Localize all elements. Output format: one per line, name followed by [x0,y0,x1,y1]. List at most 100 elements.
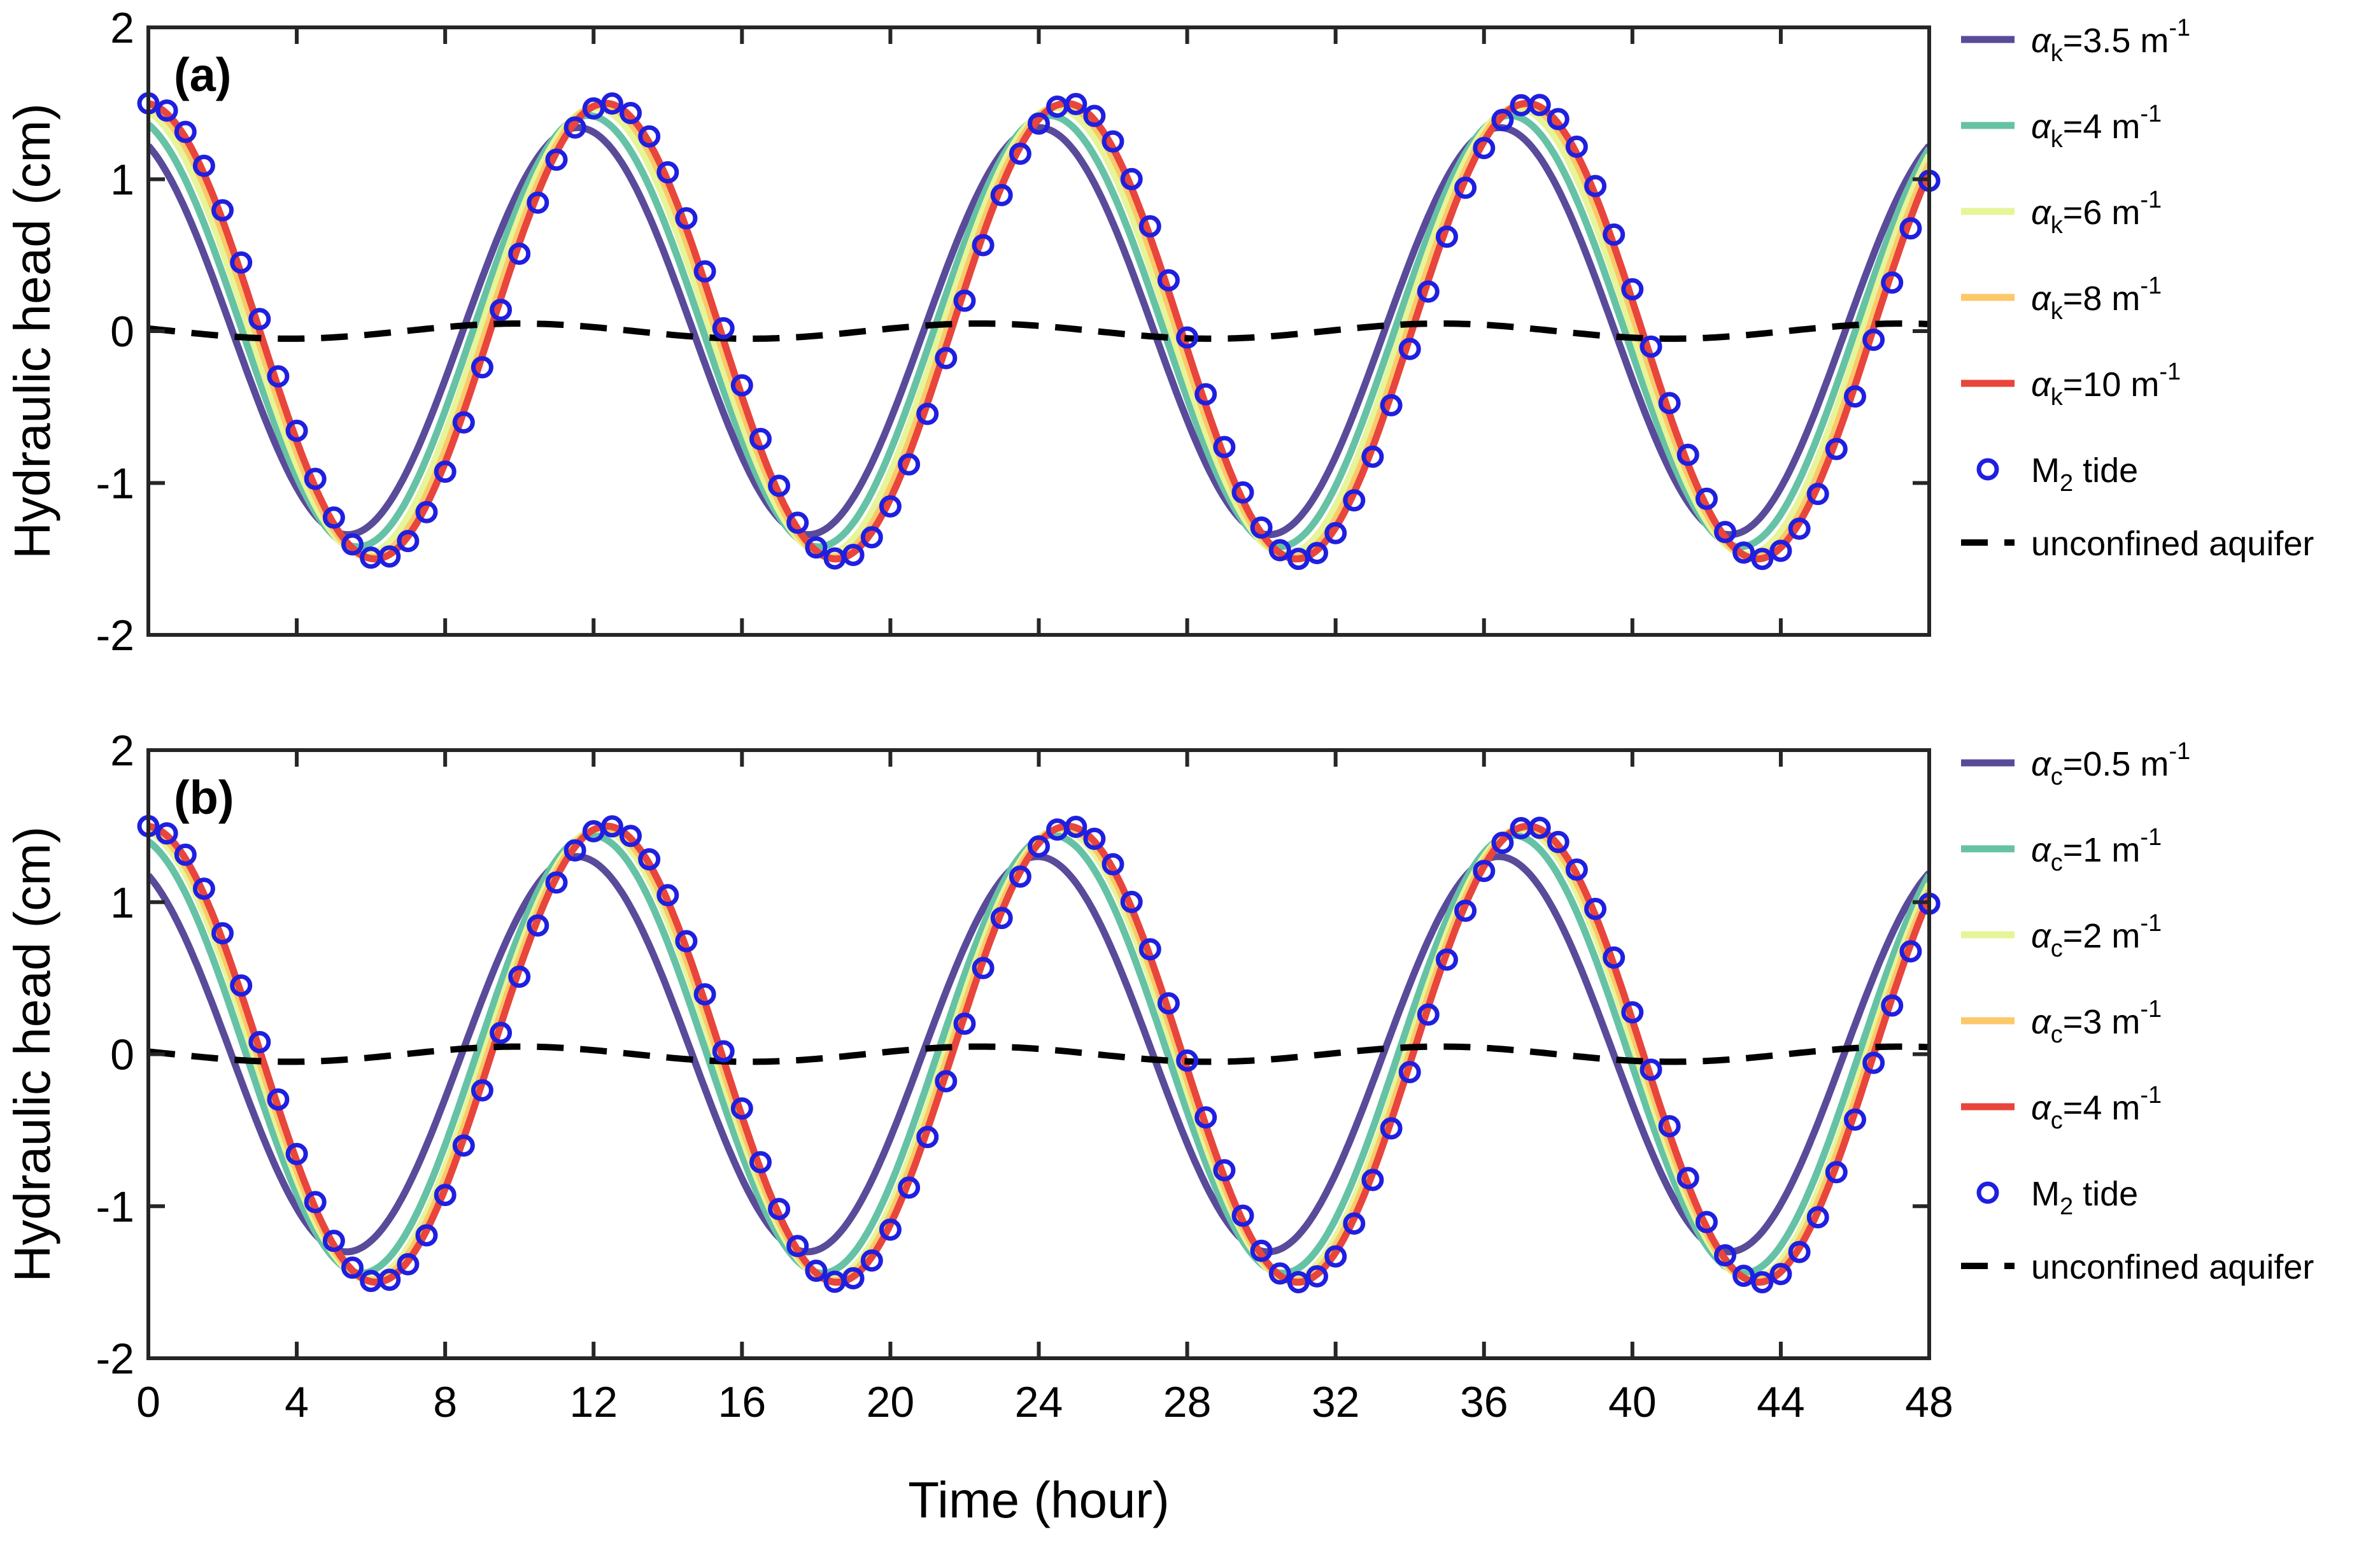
legend-label-unconfined-aquifer: unconfined aquifer [2031,1248,2314,1286]
m2-tide-marker [508,965,531,988]
y-tick-label: -1 [96,460,134,508]
x-tick-label: 12 [569,1378,618,1426]
m2-tide-marker [304,1191,327,1214]
m2-tide-marker [248,308,271,330]
m2-tide-marker [972,956,995,979]
m2-tide-marker [1250,1239,1273,1262]
m2-tide-marker [600,92,623,115]
m2-tide-marker [1899,940,1922,963]
m2-tide-marker [712,1040,735,1063]
m2-tide-marker [155,99,178,122]
m2-tide-marker [434,460,457,483]
m2-tide-marker [768,1198,791,1221]
unconfined-aquifer-line [148,320,1929,342]
m2-tide-marker [397,1253,420,1275]
m2-tide-marker [1491,108,1514,131]
m2-tide-marker [1640,1058,1662,1081]
legend-label-3: αc=2 m-1 [2031,910,2162,962]
m2-tide-marker [1398,1061,1421,1084]
m2-tide-marker [1584,174,1607,197]
m2-tide-marker [1361,445,1384,468]
m2-tide-marker [898,1176,921,1199]
m2-tide-marker [1695,487,1718,510]
m2-tide-marker [192,154,215,177]
m2-tide-marker [1603,946,1626,969]
m2-tide-marker [1213,1159,1236,1182]
legend-label-4: αk=8 m-1 [2031,273,2162,325]
m2-tide-marker [1806,1206,1829,1229]
m2-tide-marker [916,402,939,425]
legend: αc=0.5 m-1 αc=1 m-1 αc=2 m-1 αc=3 m-1 αc=4 m… [1961,738,2314,1286]
y-axis-title: Hydraulic head (cm) [4,103,60,559]
m2-tide-marker [638,125,661,148]
m2-tide-marker [1862,329,1885,352]
y-tick-label: 1 [110,879,134,927]
m2-tide-marker [1695,1211,1718,1233]
m2-tide-marker [1324,1245,1347,1268]
m2-tide-marker [434,1184,457,1207]
x-tick-label: 4 [285,1378,309,1426]
m2-tide-marker [1491,832,1514,854]
legend: αk=3.5 m-1 αk=4 m-1 αk=6 m-1 αk=8 m-1 αk=10 … [1961,15,2314,563]
m2-tide-marker [1287,1271,1310,1293]
m2-tide-marker [1603,223,1626,246]
m2-tide-marker [1268,539,1291,562]
m2-tide-marker [693,260,716,283]
y-tick-label: -2 [96,611,134,660]
plot-area [148,99,1929,563]
m2-tide-marker [1751,548,1774,571]
m2-tide-marker [842,1267,865,1289]
m2-tide-marker [1194,383,1217,406]
m2-tide-marker [267,365,290,388]
m2-tide-marker [1621,278,1644,301]
m2-tide-marker [1083,104,1106,127]
legend-swatch-m2-tide [1976,458,1999,481]
m2-tide-marker [527,914,549,937]
m2-tide-marker [1343,1212,1366,1235]
m2-tide-marker [1231,481,1254,504]
m2-tide-marker [341,1256,364,1279]
m2-tide-marker [1417,280,1440,303]
m2-tide-marker [1825,437,1848,460]
m2-tide-marker [1231,1204,1254,1227]
m2-tide-marker [916,1126,939,1149]
m2-tide-marker [1306,542,1328,564]
m2-tide-marker [211,922,234,945]
m2-tide-marker [322,506,345,529]
m2-tide-marker [508,243,531,265]
m2-tide-marker [1751,1271,1774,1294]
m2-tide-marker [1565,858,1588,881]
m2-tide-marker [1176,326,1199,349]
m2-tide-marker [1788,517,1811,540]
m2-tide-marker [730,374,753,397]
m2-tide-marker [1138,938,1161,961]
m2-tide-marker [230,251,253,274]
m2-tide-marker [1343,489,1366,512]
m2-tide-marker [1065,92,1087,115]
m2-tide-marker [805,536,828,559]
series-line-1 [148,124,1929,539]
m2-tide-marker [397,530,420,553]
m2-tide-marker [1862,1051,1885,1074]
m2-tide-marker [1398,337,1421,360]
m2-tide-marker [1881,994,1904,1017]
m2-tide-marker [898,453,921,476]
legend-label-2: αc=1 m-1 [2031,824,2162,876]
m2-tide-marker [192,877,215,900]
m2-tide-marker [1009,142,1031,165]
y-tick-label: -2 [96,1335,134,1383]
m2-tide-marker [155,822,178,845]
m2-tide-marker [1528,94,1551,117]
x-tick-label: 8 [433,1378,457,1426]
m2-tide-marker [452,411,475,434]
x-tick-label: 16 [718,1378,767,1426]
m2-tide-marker [990,907,1013,930]
y-tick-label: 2 [110,727,134,775]
legend-label-5: αk=10 m-1 [2031,359,2181,411]
m2-tide-marker [935,346,958,369]
m2-tide-marker [1788,1240,1811,1263]
m2-tide-marker [768,474,791,497]
m2-tide-marker [322,1230,345,1253]
m2-tide-marker [1473,137,1496,159]
m2-tide-marker [1528,816,1551,839]
